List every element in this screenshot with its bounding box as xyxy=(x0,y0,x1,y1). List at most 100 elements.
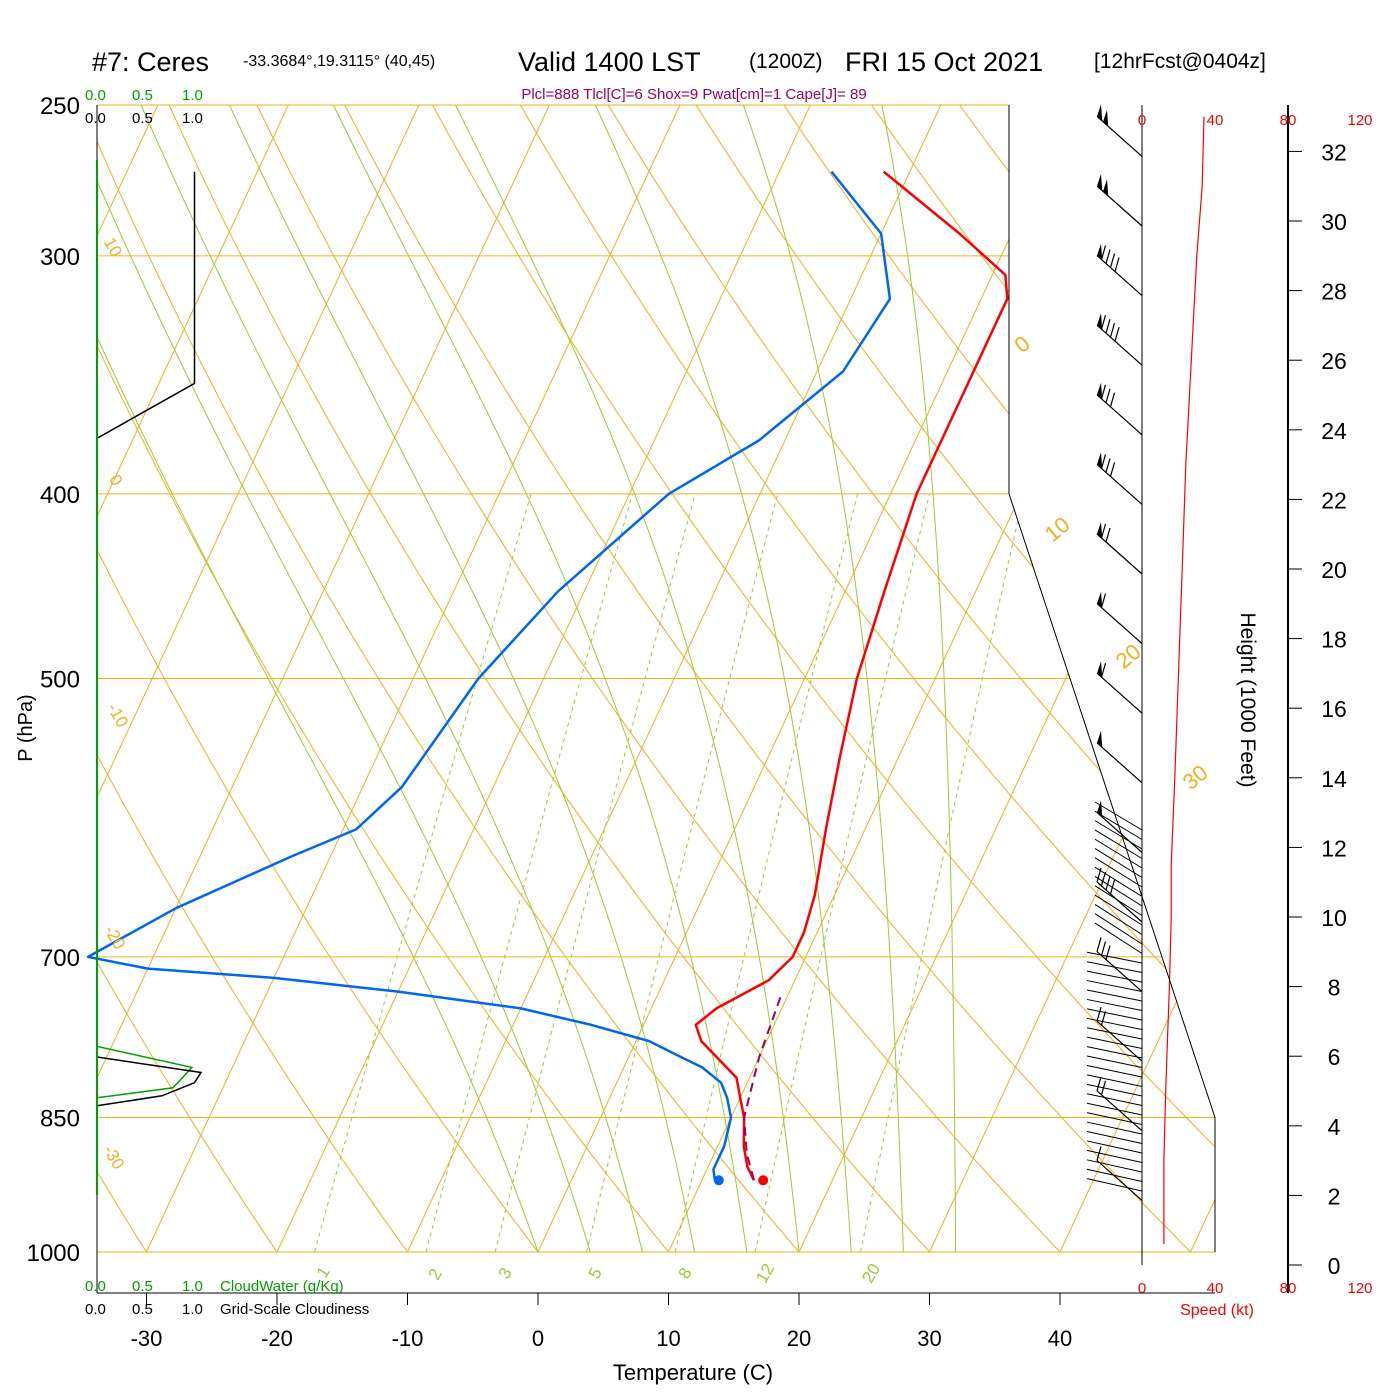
dry-adiabat-line xyxy=(97,105,414,1252)
speed-top-tick-0: 0 xyxy=(1138,112,1146,129)
indices-text: Plcl=888 Tlcl[C]=6 Shox=9 Pwat[cm]=1 Cap… xyxy=(521,86,866,103)
wind-barb xyxy=(1096,591,1143,645)
wind-barb-low-staff xyxy=(1086,989,1143,1002)
wind-barb-feather xyxy=(1096,1007,1102,1022)
x-tick-label: -20 xyxy=(261,1326,293,1351)
height-tick-label: 16 xyxy=(1321,696,1347,722)
mixing-ratio-line xyxy=(586,493,779,1252)
wind-barb-low-staff xyxy=(1086,1121,1143,1135)
wind-barb-feather xyxy=(1114,327,1120,342)
dry-adiabat-line xyxy=(240,105,1069,1252)
wind-barb-feather xyxy=(1100,315,1107,330)
wind-barb-staff xyxy=(1096,394,1143,436)
wind-barb-pennant xyxy=(1097,174,1103,191)
wind-barb-feather xyxy=(1096,1076,1102,1091)
mixing-ratio-line xyxy=(754,493,930,1252)
top-black-tick-1: 0.5 xyxy=(132,110,153,127)
wind-barb-low-staff xyxy=(1094,838,1143,869)
height-tick-label: 18 xyxy=(1321,627,1347,653)
wind-barb-low-staff xyxy=(1086,1149,1143,1163)
wind-barb-staff xyxy=(1096,185,1143,227)
wind-barb-staff xyxy=(1096,811,1143,853)
isotherm-value-label: 20 xyxy=(1111,639,1146,674)
dry-adiabat-line xyxy=(153,105,938,1252)
wind-barb xyxy=(1096,382,1143,436)
height-tick-label: 30 xyxy=(1321,209,1347,235)
wind-barb-feather xyxy=(1105,249,1111,264)
wind-barb-feather xyxy=(1109,392,1116,407)
dry-adiabat-line xyxy=(761,105,1215,1252)
mixing-ratio-label: 3 xyxy=(495,1264,516,1282)
wind-barb-low-staff xyxy=(1094,810,1143,840)
wind-barb-feather xyxy=(1105,527,1111,543)
title-valid: Valid 1400 LST xyxy=(518,47,701,77)
bottom-cw-tick-0: 0.0 xyxy=(85,1278,106,1295)
wind-barb-feather xyxy=(1100,523,1107,539)
wind-barb-low-staff xyxy=(1086,1055,1143,1068)
dewpoint-profile-line xyxy=(86,170,892,1181)
dry-adiabat-line xyxy=(0,71,21,1260)
wind-barb-staff xyxy=(1096,533,1143,575)
wind-barb xyxy=(1096,937,1143,993)
wind-barb-low-staff xyxy=(1086,1131,1143,1144)
height-axis-label: Height (1000 Feet) xyxy=(1236,612,1259,787)
wind-barb-low-staff xyxy=(1086,1178,1143,1192)
mixing-ratio-label: 12 xyxy=(752,1260,778,1286)
theta-value-label: -30 xyxy=(99,1142,128,1173)
height-tick-label: 28 xyxy=(1321,279,1347,305)
moist-adiabat-line xyxy=(140,105,643,1252)
wind-barb-pennant xyxy=(1097,661,1103,678)
moist-adiabat-line xyxy=(455,105,800,1252)
wind-barb xyxy=(1096,243,1143,297)
top-green-tick-1: 0.5 xyxy=(132,87,153,104)
wind-barb-staff xyxy=(1096,463,1143,505)
speed-bottom-tick-3: 120 xyxy=(1347,1280,1372,1297)
wind-barb-staff xyxy=(1096,1159,1143,1201)
wind-barb-low-staff xyxy=(1094,903,1143,935)
title-date: FRI 15 Oct 2021 xyxy=(845,47,1043,77)
height-tick-label: 14 xyxy=(1321,766,1347,792)
wind-barb-low-staff xyxy=(1094,857,1143,888)
p-tick-label: 250 xyxy=(40,93,80,120)
dry-adiabat-line xyxy=(327,105,1200,1252)
speed-axis-label: Speed (kt) xyxy=(1180,1302,1254,1319)
top-green-tick-0: 0.0 xyxy=(85,87,106,104)
parcel-profile-line xyxy=(743,996,782,1181)
isotherm-line xyxy=(1059,105,1215,1252)
wind-barb-staff xyxy=(1096,742,1143,784)
wind-barb-low-staff xyxy=(1086,1074,1143,1087)
dry-adiabat-line xyxy=(97,105,545,1252)
wind-barb-low-staff xyxy=(1094,820,1143,850)
height-tick-label: 8 xyxy=(1328,975,1341,1001)
wind-barb-feather xyxy=(1100,384,1107,399)
height-tick-label: 0 xyxy=(1328,1253,1341,1279)
bottom-cl-tick-1: 0.5 xyxy=(132,1301,153,1318)
height-tick-label: 20 xyxy=(1321,557,1347,583)
wind-barb-low-staff xyxy=(1094,894,1143,926)
bottom-cw-tick-1: 0.5 xyxy=(132,1278,153,1295)
theta-value-label: -10 xyxy=(103,700,132,731)
dewpoint-surface-point xyxy=(713,1175,724,1186)
wind-barb-pennant xyxy=(1097,313,1103,330)
wind-barb-low-staff xyxy=(1086,961,1143,973)
bottom-cw-tick-2: 1.0 xyxy=(182,1278,203,1295)
speed-bottom-tick-0: 0 xyxy=(1138,1280,1146,1297)
isotherm-value-label: 10 xyxy=(1040,512,1075,547)
wind-barb-low-staff xyxy=(1094,848,1143,878)
wind-barb-low-staff xyxy=(1086,998,1143,1011)
speed-bottom-tick-2: 80 xyxy=(1280,1280,1297,1297)
profile-layer xyxy=(86,116,1205,1245)
p-tick-label: 700 xyxy=(40,945,80,972)
dry-adiabat-line xyxy=(674,105,1215,1252)
wind-barb-pennant xyxy=(1097,382,1103,400)
p-tick-label: 500 xyxy=(40,667,80,694)
title-coords: -33.3684°,19.3115° (40,45) xyxy=(243,53,435,70)
wind-layer xyxy=(1086,104,1143,1201)
wind-barb-staff xyxy=(1096,1020,1143,1062)
mixing-ratio-label: 5 xyxy=(585,1264,606,1282)
wind-barb xyxy=(1096,313,1143,366)
axes-layer: -30 -20 -10 0 10 20 30 402503004005007008501000… xyxy=(27,93,1347,1351)
wind-barb-low-staff xyxy=(1086,980,1143,992)
wind-barb-low-staff xyxy=(1086,1017,1143,1030)
